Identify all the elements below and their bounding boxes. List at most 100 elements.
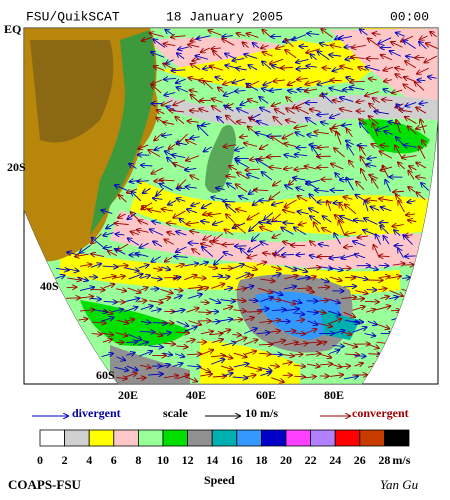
wind-arrow (103, 233, 114, 236)
wind-arrow (188, 44, 200, 47)
wind-arrow (260, 144, 269, 149)
wind-arrow (168, 200, 177, 205)
wind-arrow (160, 288, 172, 293)
wind-arrow (184, 275, 196, 281)
wind-arrow (191, 95, 201, 104)
wind-arrow (232, 78, 246, 83)
wind-arrow (350, 87, 365, 89)
wind-arrow (403, 84, 416, 93)
colorbar-label: 2 (62, 453, 68, 467)
wind-arrow (235, 147, 245, 150)
wind-arrow (310, 241, 317, 247)
wind-arrow (329, 55, 342, 56)
wind-arrow (196, 288, 208, 291)
wind-arrow (357, 236, 369, 238)
wind-arrow (354, 363, 363, 366)
wind-arrow (329, 375, 343, 377)
wind-arrow (367, 164, 377, 166)
wind-arrow (176, 231, 187, 236)
wind-arrow (371, 144, 379, 147)
wind-arrow (396, 120, 401, 134)
wind-arrow (332, 346, 344, 347)
wind-arrow (360, 147, 366, 156)
wind-arrow (211, 276, 222, 277)
wind-arrow (256, 159, 269, 167)
wind-arrow (139, 220, 149, 225)
wind-arrow (271, 274, 281, 277)
wind-arrow (226, 214, 235, 223)
wind-arrow (353, 241, 366, 247)
wind-arrow (285, 39, 294, 48)
wind-arrow (254, 190, 269, 191)
wind-arrow (116, 266, 128, 267)
wind-arrow (176, 143, 188, 145)
wind-arrow (150, 278, 162, 280)
wind-arrow (164, 78, 177, 79)
wind-arrow (306, 118, 317, 126)
wind-arrow (236, 184, 248, 193)
wind-arrow (389, 290, 403, 297)
wind-arrow (164, 93, 176, 96)
wind-arrow (316, 342, 326, 346)
wind-arrow (296, 288, 311, 289)
wind-arrow (380, 226, 389, 235)
wind-arrow (332, 330, 345, 333)
wind-arrow (116, 357, 125, 360)
wind-arrow (334, 233, 341, 245)
wind-arrow (128, 274, 143, 280)
wind-arrow (151, 256, 161, 262)
wind-field (24, 28, 438, 384)
wind-arrow (353, 321, 363, 322)
wind-arrow (259, 353, 270, 354)
wind-arrow (173, 296, 182, 299)
wind-arrow (328, 310, 340, 315)
wind-arrow (188, 320, 201, 325)
wind-arrow (357, 145, 368, 146)
wind-arrow (244, 328, 257, 334)
wind-arrow (284, 331, 296, 332)
wind-arrow (293, 365, 305, 367)
wind-arrow (147, 374, 163, 375)
wind-arrow (344, 319, 359, 323)
wind-arrow (226, 116, 237, 125)
wind-arrow (273, 117, 283, 126)
wind-arrow (406, 56, 415, 57)
wind-arrow (365, 201, 368, 212)
wind-arrow (307, 135, 318, 137)
wind-arrow (261, 172, 273, 181)
wind-arrow (66, 269, 79, 271)
wind-arrow (340, 109, 353, 112)
wind-arrow (112, 309, 123, 311)
wind-arrow (232, 319, 242, 320)
wind-arrow (282, 362, 291, 364)
legend-convergent: convergent (352, 406, 409, 420)
wind-arrow (318, 147, 329, 148)
wind-arrow (284, 143, 297, 148)
wind-arrow (293, 333, 305, 334)
wind-arrow (187, 121, 199, 122)
yellow-zone (200, 340, 300, 384)
wind-arrow (186, 140, 197, 146)
wind-arrow (176, 375, 189, 380)
wind-arrow (415, 82, 425, 91)
wind-arrow (345, 232, 356, 235)
lat-label: EQ (4, 22, 21, 36)
wind-arrow (379, 276, 389, 277)
lon-label: 20E (118, 388, 138, 402)
wind-arrow (125, 373, 136, 378)
wind-arrow (395, 74, 403, 79)
wind-arrow (392, 225, 404, 227)
wind-arrow (365, 91, 379, 96)
wind-arrow (360, 29, 368, 36)
wind-arrow (307, 342, 321, 343)
wind-arrow (292, 34, 307, 40)
wind-arrow (203, 81, 213, 90)
wind-arrow (136, 378, 145, 379)
wind-arrow (379, 199, 393, 201)
wind-arrow (366, 290, 377, 291)
wind-arrow (294, 354, 302, 355)
color-swatch (285, 429, 312, 447)
wind-arrow (346, 178, 355, 191)
wind-arrow (188, 78, 200, 80)
wind-arrow (114, 276, 125, 278)
